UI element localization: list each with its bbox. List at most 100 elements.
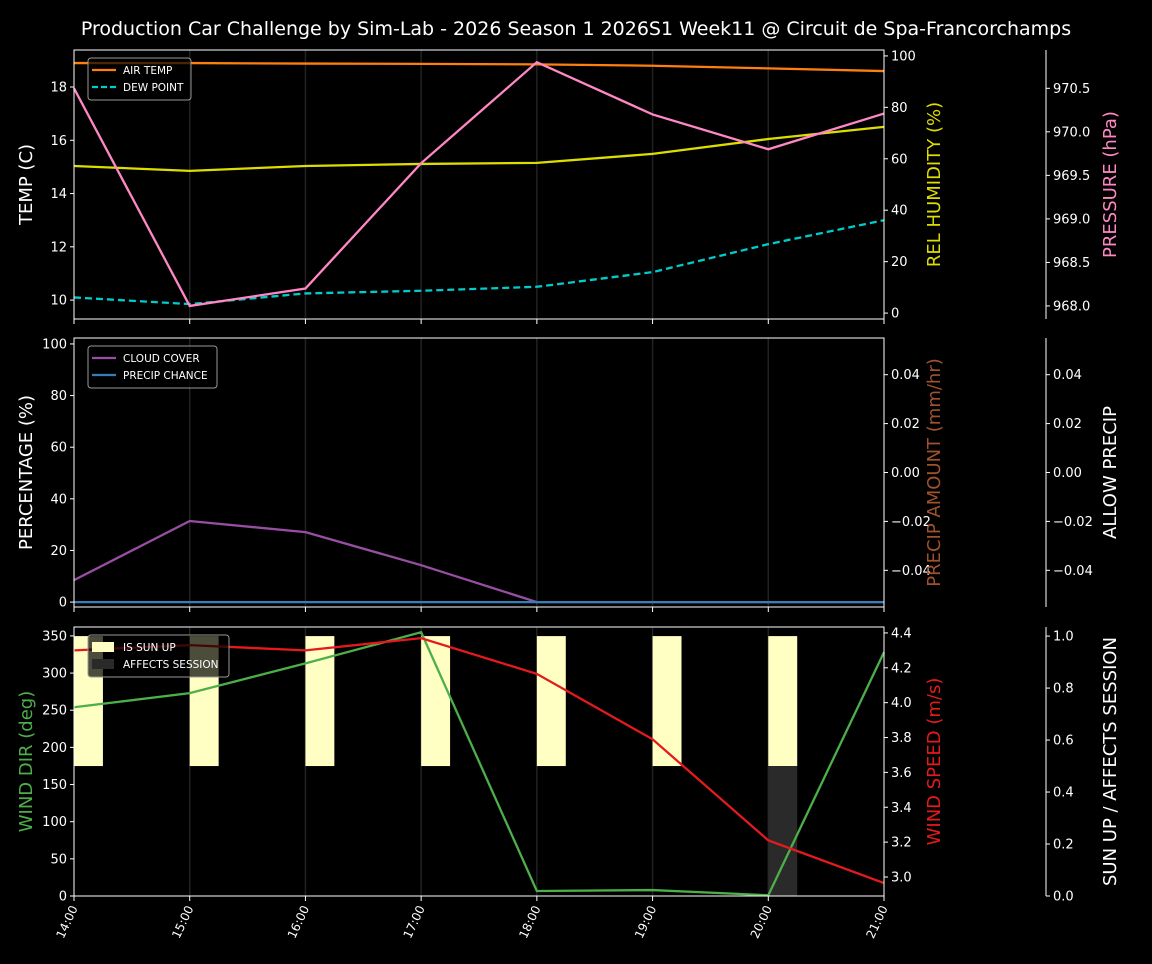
x-tick-label: 14:00 [53, 903, 80, 940]
axis-label-left: PERCENTAGE (%) [16, 395, 37, 550]
axis-label-right: WIND SPEED (m/s) [924, 678, 945, 846]
tick-label-right2: 969.5 [1053, 169, 1090, 184]
tick-label-left: 0 [59, 596, 67, 611]
panel-1: 10 12 14 16 18 TEMP (C) 0 20 40 60 80 100 REL HUMIDI… [16, 49, 1121, 324]
tick-label-right: 3.2 [891, 836, 912, 851]
tick-label-left: 250 [42, 704, 67, 719]
tick-label-left: 150 [42, 778, 67, 793]
tick-label-right: 3.4 [891, 801, 912, 816]
sun-up-bar [652, 636, 682, 767]
legend-swatch [92, 642, 114, 652]
plot-frame [73, 49, 885, 320]
sun-up-bar [536, 636, 566, 767]
axis-label-right2: ALLOW PRECIP [1100, 406, 1121, 539]
tick-label-right2: 968.0 [1053, 299, 1090, 314]
series-line-cloud-cover [73, 519, 884, 604]
tick-label-right: 3.8 [891, 731, 912, 746]
legend-label: PRECIP CHANCE [123, 370, 208, 382]
tick-label-right: 3.6 [891, 766, 912, 781]
tick-label-right: 40 [891, 204, 908, 219]
x-tick-label: 19:00 [632, 903, 659, 940]
axis-label-right: PRECIP AMOUNT (mm/hr) [924, 358, 945, 587]
chart-title: Production Car Challenge by Sim-Lab - 20… [81, 18, 1071, 40]
tick-label-right: 100 [891, 49, 916, 64]
axis-label-right2: PRESSURE (hPa) [1100, 111, 1121, 258]
legend-label: AIR TEMP [123, 65, 172, 77]
legend-label: IS SUN UP [123, 642, 176, 654]
tick-label-left: 14 [50, 187, 67, 202]
tick-label-right2: 1.0 [1053, 630, 1074, 645]
panel-2: 0 20 40 60 80 100 PERCENTAGE (%) −0.04 −0.02 0.00… [16, 337, 1121, 612]
axis-label-right: REL HUMIDITY (%) [924, 102, 945, 267]
sun-up-bar [768, 636, 798, 767]
tick-label-right2: 0.04 [1053, 368, 1082, 383]
tick-label-right: 0.00 [891, 466, 920, 481]
tick-label-right2: 970.0 [1053, 125, 1090, 140]
tick-label-left: 10 [50, 294, 67, 309]
axis-label-left: TEMP (C) [16, 144, 37, 226]
panel-3: 0 50 100 150 200 250 300 350 WIND DIR (deg) 3.0 3.… [16, 626, 1121, 940]
tick-label-left: 50 [50, 852, 67, 867]
x-tick-label: 21:00 [863, 903, 890, 940]
tick-label-right: −0.04 [891, 564, 931, 579]
legend-box [87, 634, 230, 678]
tick-label-right: 60 [891, 152, 908, 167]
tick-label-right: 4.0 [891, 696, 912, 711]
tick-label-right: 0.04 [891, 368, 920, 383]
legend-box [87, 57, 192, 101]
x-tick-label: 16:00 [285, 903, 312, 940]
tick-label-right2: 0.02 [1053, 417, 1082, 432]
tick-label-left: 80 [50, 389, 67, 404]
series-line-left-0 [73, 630, 886, 897]
axis-label-left: WIND DIR (deg) [16, 691, 37, 833]
tick-label-right: 80 [891, 101, 908, 116]
tick-label-left: 12 [50, 240, 67, 255]
tick-label-right2: 969.0 [1053, 212, 1090, 227]
tick-label-right2: −0.02 [1053, 515, 1093, 530]
tick-label-right2: 0.4 [1053, 786, 1074, 801]
tick-label-right: 4.2 [891, 661, 912, 676]
legend-label: DEW POINT [123, 82, 184, 94]
tick-label-right2: 970.5 [1053, 82, 1090, 97]
x-tick-label: 17:00 [401, 903, 428, 940]
tick-label-left: 100 [42, 337, 67, 352]
tick-label-left: 18 [50, 81, 67, 96]
tick-label-left: 20 [50, 544, 67, 559]
series-line-right2-3 [72, 60, 885, 308]
tick-label-right: 20 [891, 255, 908, 270]
x-tick-label: 18:00 [516, 903, 543, 940]
tick-label-right: 3.0 [891, 870, 912, 885]
tick-label-right2: −0.04 [1053, 564, 1093, 579]
tick-label-right2: 0.2 [1053, 838, 1074, 853]
series-line-right-2 [73, 125, 885, 173]
series-line-air-temp [74, 61, 885, 73]
tick-label-left: 16 [50, 134, 67, 149]
legend: IS SUN UP AFFECTS SESSION [87, 634, 230, 678]
affects-session-bar [768, 766, 798, 896]
axis-label-right2: SUN UP / AFFECTS SESSION [1100, 637, 1121, 886]
tick-label-right2: 0.8 [1053, 682, 1074, 697]
legend-box [87, 345, 218, 389]
tick-label-left: 200 [42, 741, 67, 756]
series-line-dew-point [73, 219, 885, 306]
tick-label-left: 100 [42, 815, 67, 830]
tick-label-left: 60 [50, 441, 67, 456]
legend-label: CLOUD COVER [123, 353, 200, 365]
tick-label-right2: 0.0 [1053, 890, 1074, 905]
tick-label-right: 0 [891, 307, 899, 322]
tick-label-left: 300 [42, 667, 67, 682]
legend: CLOUD COVER PRECIP CHANCE [87, 345, 218, 389]
legend-swatch [92, 659, 114, 669]
x-tick-label: 20:00 [748, 903, 775, 940]
tick-label-right2: 0.00 [1053, 466, 1082, 481]
tick-label-left: 350 [42, 629, 67, 644]
tick-label-right: 4.4 [891, 626, 912, 641]
plot-frame [73, 626, 885, 897]
sun-up-bar [421, 636, 451, 767]
legend-label: AFFECTS SESSION [123, 659, 219, 671]
tick-label-right: 0.02 [891, 417, 920, 432]
tick-label-right: −0.02 [891, 515, 931, 530]
tick-label-right2: 968.5 [1053, 256, 1090, 271]
x-tick-label: 15:00 [169, 903, 196, 940]
